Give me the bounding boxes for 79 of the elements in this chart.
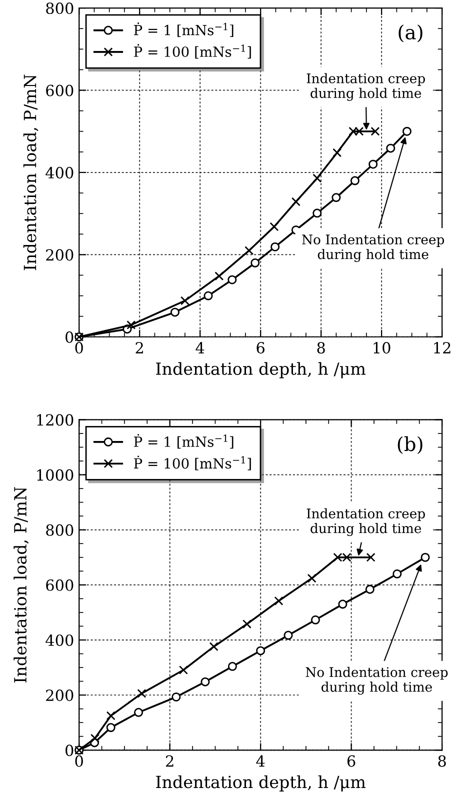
x-tick-label: 4 xyxy=(256,755,265,767)
point xyxy=(90,734,100,743)
x-tick-label: 8 xyxy=(317,342,325,354)
x-tick-label: 6 xyxy=(256,342,264,354)
x-tick-label: 2 xyxy=(136,342,143,354)
legend-label: Ṗ = 1 [mNs$^{−1}$] xyxy=(134,434,234,449)
y-tick-label: 400 xyxy=(46,166,74,178)
annotation: No Indentation creep during hold time xyxy=(302,234,444,262)
y-tick-label: 600 xyxy=(46,84,74,96)
point xyxy=(312,208,322,218)
x-tick-label: 0 xyxy=(75,755,83,767)
annotation: (a) xyxy=(398,24,422,42)
point xyxy=(180,296,190,306)
point xyxy=(270,242,280,252)
point xyxy=(402,126,412,136)
point xyxy=(270,222,279,232)
y-tick-label: 1200 xyxy=(37,414,74,426)
point xyxy=(250,258,260,268)
point xyxy=(350,176,360,186)
point xyxy=(420,552,430,562)
y-tick-label: 800 xyxy=(46,2,74,14)
y-tick-label: 0 xyxy=(66,331,74,343)
point xyxy=(368,160,378,169)
y-tick-label: 200 xyxy=(46,249,74,261)
point xyxy=(392,569,402,578)
x-axis-title: Indentation depth, h /μm xyxy=(156,362,366,378)
x-axis-title: Indentation depth, h /μm xyxy=(156,775,366,792)
x-tick-label: 12 xyxy=(434,342,450,354)
x-tick-label: 2 xyxy=(166,755,174,767)
point xyxy=(242,620,252,629)
point xyxy=(204,291,213,300)
x-tick-label: 10 xyxy=(374,342,390,354)
point xyxy=(172,692,181,702)
point xyxy=(338,600,348,609)
point xyxy=(178,665,188,675)
y-axis-title: Indentation load, P/mN xyxy=(14,487,29,683)
annotation: Indentation creep during hold time xyxy=(306,73,425,101)
point xyxy=(366,552,376,562)
point xyxy=(365,584,374,594)
point xyxy=(126,320,136,330)
annotation: No Indentation creep during hold time xyxy=(306,666,448,695)
x-tick-label: 6 xyxy=(347,755,356,767)
point xyxy=(274,596,284,606)
point xyxy=(209,642,218,652)
legend-label: Ṗ = 1 [mNs$^{−1}$] xyxy=(134,22,234,37)
y-axis-title: Indentation load, P/mN xyxy=(23,74,38,270)
point xyxy=(310,615,320,624)
point xyxy=(332,148,342,158)
y-tick-label: 600 xyxy=(46,579,74,591)
y-tick-label: 400 xyxy=(46,634,74,646)
legend-label: Ṗ = 100 [mNs$^{−1}$] xyxy=(134,44,251,59)
point xyxy=(291,197,300,206)
y-tick-label: 1000 xyxy=(37,469,74,481)
annotation: (b) xyxy=(398,436,422,454)
point xyxy=(256,646,266,656)
point xyxy=(200,677,210,686)
point xyxy=(307,574,316,583)
point xyxy=(106,723,116,732)
x-tick-label: 4 xyxy=(196,342,204,354)
point xyxy=(137,688,146,698)
y-tick-label: 0 xyxy=(66,744,74,756)
annotation: Indentation creep during hold time xyxy=(306,508,425,536)
x-tick-label: 8 xyxy=(438,755,446,767)
point xyxy=(214,272,224,281)
y-tick-label: 800 xyxy=(46,524,74,536)
point xyxy=(386,144,396,153)
point xyxy=(170,308,180,317)
point xyxy=(106,711,116,720)
point xyxy=(312,174,322,183)
point xyxy=(228,275,237,284)
point xyxy=(134,708,144,717)
point xyxy=(244,246,254,256)
legend-label: Ṗ = 100 [mNs$^{−1}$] xyxy=(134,456,251,470)
y-tick-label: 200 xyxy=(46,690,74,702)
x-tick-label: 0 xyxy=(75,342,83,354)
point xyxy=(284,630,293,640)
point xyxy=(370,126,380,136)
point xyxy=(332,193,341,202)
point xyxy=(228,662,237,671)
